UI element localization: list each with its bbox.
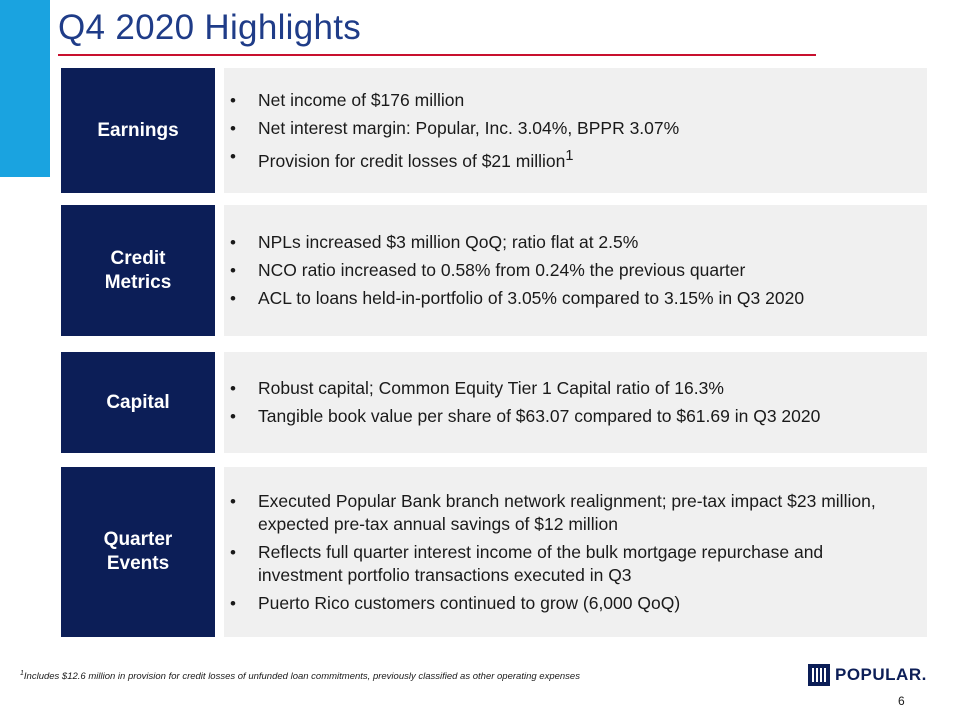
bullet-list: Robust capital; Common Equity Tier 1 Cap… xyxy=(224,372,911,433)
bullet-item: Net income of $176 million xyxy=(230,89,911,112)
section-content: Net income of $176 million Net interest … xyxy=(224,68,927,193)
section-content: Robust capital; Common Equity Tier 1 Cap… xyxy=(224,352,927,453)
section-quarter-events: Quarter Events Executed Popular Bank bra… xyxy=(61,467,927,637)
section-label-box: Capital xyxy=(61,352,215,453)
popular-logo: POPULAR. xyxy=(808,664,927,686)
section-label-box: Credit Metrics xyxy=(61,205,215,336)
section-label: Credit Metrics xyxy=(104,247,172,293)
bullet-item: Robust capital; Common Equity Tier 1 Cap… xyxy=(230,377,911,400)
bullet-item: NPLs increased $3 million QoQ; ratio fla… xyxy=(230,231,911,254)
section-label: Earnings xyxy=(97,119,179,141)
logo-wordmark: POPULAR. xyxy=(835,665,927,684)
bullet-item: Puerto Rico customers continued to grow … xyxy=(230,592,911,615)
section-credit-metrics: Credit Metrics NPLs increased $3 million… xyxy=(61,205,927,336)
bullet-list: Net income of $176 million Net interest … xyxy=(224,84,911,178)
section-content: NPLs increased $3 million QoQ; ratio fla… xyxy=(224,205,927,336)
bullet-item: Provision for credit losses of $21 milli… xyxy=(230,145,911,173)
footnote-marker: 1 xyxy=(565,147,574,164)
bullet-item: Net interest margin: Popular, Inc. 3.04%… xyxy=(230,117,911,140)
section-label-box: Earnings xyxy=(61,68,215,193)
bullet-list: NPLs increased $3 million QoQ; ratio fla… xyxy=(224,226,911,315)
bullet-item: Executed Popular Bank branch network rea… xyxy=(230,490,911,536)
bullet-item: NCO ratio increased to 0.58% from 0.24% … xyxy=(230,259,911,282)
section-content: Executed Popular Bank branch network rea… xyxy=(224,467,927,637)
accent-bar xyxy=(0,0,50,177)
bullet-item: ACL to loans held-in-portfolio of 3.05% … xyxy=(230,287,911,310)
bullet-item: Reflects full quarter interest income of… xyxy=(230,541,911,587)
bullet-item: Tangible book value per share of $63.07 … xyxy=(230,405,911,428)
page-title: Q4 2020 Highlights xyxy=(58,8,362,47)
section-capital: Capital Robust capital; Common Equity Ti… xyxy=(61,352,927,453)
footnote-text: Includes $12.6 million in provision for … xyxy=(23,671,580,683)
footnote-marker: 1 xyxy=(20,670,24,677)
section-earnings: Earnings Net income of $176 million Net … xyxy=(61,68,927,193)
footnote: 1Includes $12.6 million in provision for… xyxy=(20,670,580,682)
section-label: Capital xyxy=(106,391,170,413)
page-number: 6 xyxy=(898,694,905,708)
popular-logo-icon xyxy=(808,664,830,686)
bullet-list: Executed Popular Bank branch network rea… xyxy=(224,485,911,620)
section-label-box: Quarter Events xyxy=(61,467,215,637)
section-label: Quarter Events xyxy=(103,529,173,574)
title-divider xyxy=(58,54,816,56)
